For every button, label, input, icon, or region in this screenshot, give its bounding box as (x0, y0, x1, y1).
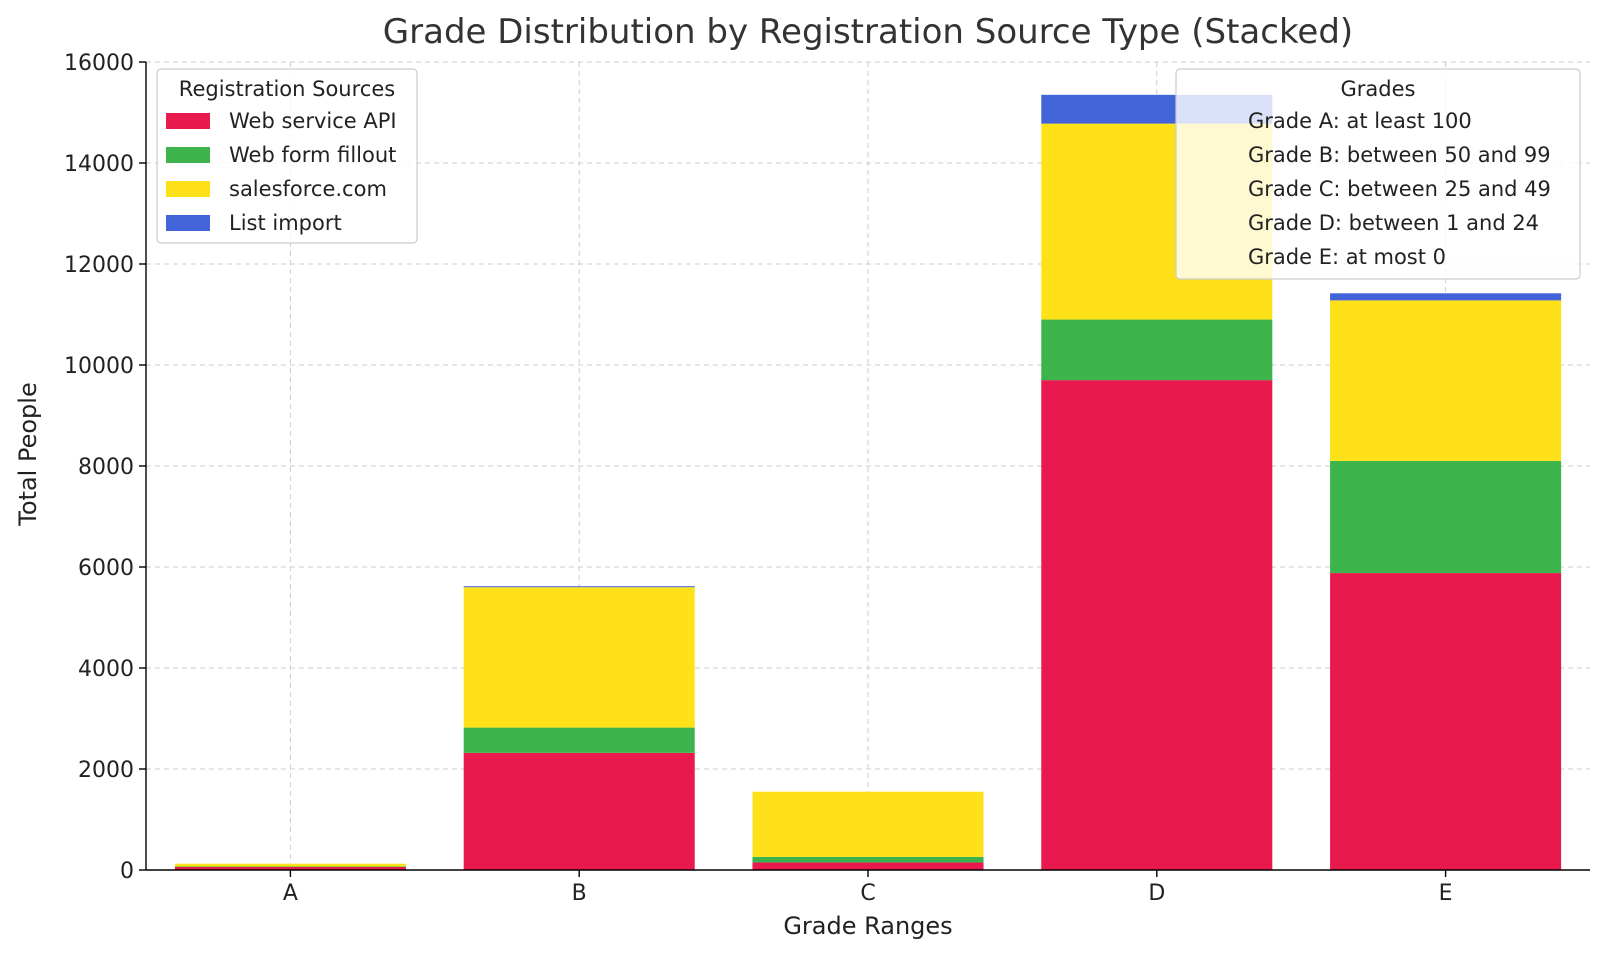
x-tick-label: D (1148, 881, 1165, 906)
bar-E-series-2 (1330, 300, 1562, 461)
y-tick-label: 8000 (78, 455, 134, 480)
legend-swatch (166, 215, 210, 231)
axes: 0 2000 4000 6000 8000 10000 12000 14000 16000 A B C… (64, 51, 1590, 906)
bar-A-series-0 (174, 866, 406, 870)
y-tick-label: 14000 (64, 152, 134, 177)
legend-entry: Grade D: between 1 and 24 (1248, 211, 1539, 235)
bar-D-series-1 (1041, 319, 1273, 381)
legend-grades: Grades Grade A: at least 100 Grade B: betw… (1175, 68, 1581, 280)
bar-C-series-0 (752, 862, 984, 870)
legend-entry: Grade E: at most 0 (1248, 245, 1446, 269)
legend-entry: Grade A: at least 100 (1248, 109, 1472, 133)
legend-label: salesforce.com (229, 177, 387, 201)
legend-swatch (166, 181, 210, 197)
legend-swatch (166, 147, 210, 163)
legend-entry: Grade C: between 25 and 49 (1248, 177, 1551, 201)
legend-label: Web service API (229, 109, 397, 133)
legend-registration-sources: Registration Sources Web service API Web f… (156, 68, 418, 244)
bar-B-series-3 (463, 586, 695, 588)
x-axis-label: Grade Ranges (783, 912, 952, 940)
y-axis-label: Total People (14, 382, 42, 526)
chart-title: Grade Distribution by Registration Sourc… (383, 12, 1353, 52)
y-tick-label: 6000 (78, 556, 134, 581)
x-tick-label: B (572, 881, 587, 906)
legend-label: List import (229, 211, 342, 235)
bar-B-series-1 (463, 727, 695, 753)
legend-entry: Grade B: between 50 and 99 (1248, 143, 1551, 167)
legend-title: Grades (1341, 77, 1416, 101)
bars (174, 94, 1562, 870)
bar-C-series-1 (752, 856, 984, 863)
y-tick-label: 12000 (64, 253, 134, 278)
bar-C-series-2 (752, 791, 984, 857)
bar-D-series-0 (1041, 380, 1273, 870)
legend-swatch (166, 113, 210, 129)
bar-A-series-1 (174, 866, 406, 867)
legend-title: Registration Sources (179, 77, 395, 101)
y-tick-label: 2000 (78, 758, 134, 783)
x-tick-label: E (1439, 881, 1453, 906)
bar-B-series-2 (463, 587, 695, 728)
y-tick-label: 10000 (64, 354, 134, 379)
bar-B-series-0 (463, 752, 695, 870)
bar-E-series-1 (1330, 460, 1562, 574)
x-tick-label: C (860, 881, 875, 906)
bar-E-series-3 (1330, 293, 1562, 301)
y-tick-label: 0 (120, 859, 134, 884)
legend-label: Web form fillout (229, 143, 396, 167)
legend-frame (156, 68, 418, 244)
bar-A-series-2 (174, 863, 406, 867)
x-tick-label: A (283, 881, 298, 906)
legend-frame (1175, 68, 1581, 280)
bar-E-series-0 (1330, 573, 1562, 870)
y-tick-label: 16000 (64, 51, 134, 76)
y-tick-label: 4000 (78, 657, 134, 682)
